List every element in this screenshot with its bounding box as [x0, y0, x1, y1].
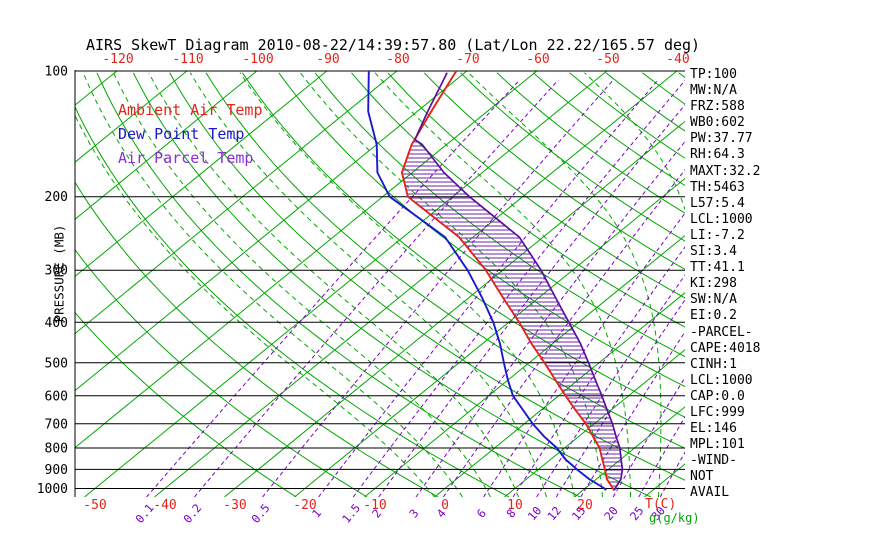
dry-adiabat-lines [75, 72, 685, 497]
bottom-temperature-tick: 10 [507, 498, 523, 513]
stats-line: LCL:1000 [690, 211, 753, 227]
stats-line: RH:64.3 [690, 147, 745, 163]
temperature-unit-label: T(C) [645, 497, 677, 512]
stats-line: MW:N/A [690, 83, 737, 99]
stats-panel: TP:100 MW:N/A FRZ:588 WB0:602 PW:37.77 RH:64.… [690, 67, 760, 502]
pressure-gridlines [75, 70, 685, 489]
stats-line: EL:146 [690, 421, 737, 437]
pressure-axis-label: PRESSURE (MB) [51, 224, 67, 323]
isotherm-lines [75, 70, 685, 497]
bottom-temperature-tick: -30 [223, 498, 246, 513]
stats-line: WB0:602 [690, 115, 745, 131]
stats-line: CAPE:4018 [690, 340, 761, 356]
mixing-ratio-tick: 12 [544, 504, 564, 524]
stats-line: TT:41.1 [690, 260, 745, 276]
plot-area [75, 70, 685, 497]
top-temperature-tick: -60 [526, 52, 549, 67]
stats-line: AVAIL [690, 485, 730, 501]
moist-adiabat-lines [75, 72, 685, 497]
mixing-ratio-tick: 25 [627, 504, 647, 524]
pressure-tick: 300 [45, 264, 68, 279]
mixing-ratio-unit-label: g(g/kg) [649, 511, 700, 525]
stats-line: FRZ:588 [690, 99, 745, 115]
mixing-ratio-tick: 20 [601, 504, 621, 524]
bottom-temperature-tick: -10 [363, 498, 386, 513]
top-temperature-tick: -110 [172, 52, 203, 67]
mixing-ratio-tick: 0.5 [248, 501, 272, 526]
pressure-tick: 900 [45, 463, 68, 478]
mixing-ratio-tick: 15 [569, 504, 589, 524]
bottom-temperature-tick: 20 [577, 498, 593, 513]
bottom-temperature-tick: -20 [293, 498, 316, 513]
pressure-tick: 700 [45, 417, 68, 432]
stats-line: CINH:1 [690, 356, 737, 372]
stats-line: NOT [690, 469, 714, 485]
stats-line: SW:N/A [690, 292, 737, 308]
chart-legend: Ambient Air Temp Dew Point Temp Air Parc… [118, 98, 263, 170]
stats-line: LFC:999 [690, 404, 745, 420]
mixing-ratio-tick: 3 [406, 506, 421, 520]
pressure-tick: 1000 [37, 482, 68, 497]
top-temperature-tick: -100 [242, 52, 273, 67]
stats-line: MAXT:32.2 [690, 163, 761, 179]
stats-line: EI:0.2 [690, 308, 737, 324]
top-temperature-tick: -90 [316, 52, 339, 67]
stats-line: -WIND- [690, 453, 737, 469]
stats-line: TH:5463 [690, 179, 745, 195]
stats-line: L57:5.4 [690, 195, 745, 211]
pressure-tick: 500 [45, 356, 68, 371]
ambient-air-temp-curve [400, 70, 616, 491]
mixing-ratio-tick: 1.5 [339, 501, 363, 526]
dew-point-temp-curve [367, 70, 607, 491]
pressure-tick: 100 [45, 65, 68, 80]
top-temperature-tick: -80 [386, 52, 409, 67]
mixing-ratio-lines [146, 79, 685, 497]
stats-line: MPL:101 [690, 437, 745, 453]
pressure-tick: 200 [45, 190, 68, 205]
legend-air-parcel-temp: Air Parcel Temp [118, 149, 254, 167]
bottom-temperature-tick: -40 [153, 498, 176, 513]
bottom-temperature-tick: -50 [83, 498, 106, 513]
legend-dew-point-temp: Dew Point Temp [118, 125, 245, 143]
air-parcel-temp-curve [414, 72, 624, 491]
bottom-temperature-tick: 0 [441, 498, 449, 513]
pressure-tick: 600 [45, 389, 68, 404]
pressure-tick: 800 [45, 442, 68, 457]
stats-line: LCL:1000 [690, 372, 753, 388]
mixing-ratio-tick: 10 [525, 504, 545, 524]
top-temperature-tick: -120 [102, 52, 133, 67]
cape-hatch-area [402, 139, 623, 491]
stats-line: LI:-7.2 [690, 227, 745, 243]
legend-ambient-air-temp: Ambient Air Temp [118, 101, 263, 119]
top-temperature-tick: -70 [456, 52, 479, 67]
stats-line: SI:3.4 [690, 244, 737, 260]
page-title: AIRS SkewT Diagram 2010-08-22/14:39:57.8… [86, 36, 701, 54]
top-temperature-tick: -50 [596, 52, 619, 67]
mixing-ratio-tick: 0.2 [180, 501, 204, 526]
stats-line: -PARCEL- [690, 324, 753, 340]
stats-line: KI:298 [690, 276, 737, 292]
stats-line: CAP:0.0 [690, 388, 745, 404]
pressure-tick: 400 [45, 316, 68, 331]
stats-line: TP:100 [690, 67, 737, 82]
top-temperature-tick: -40 [666, 52, 689, 67]
stats-line: PW:37.77 [690, 131, 753, 147]
mixing-ratio-tick: 6 [474, 506, 489, 520]
